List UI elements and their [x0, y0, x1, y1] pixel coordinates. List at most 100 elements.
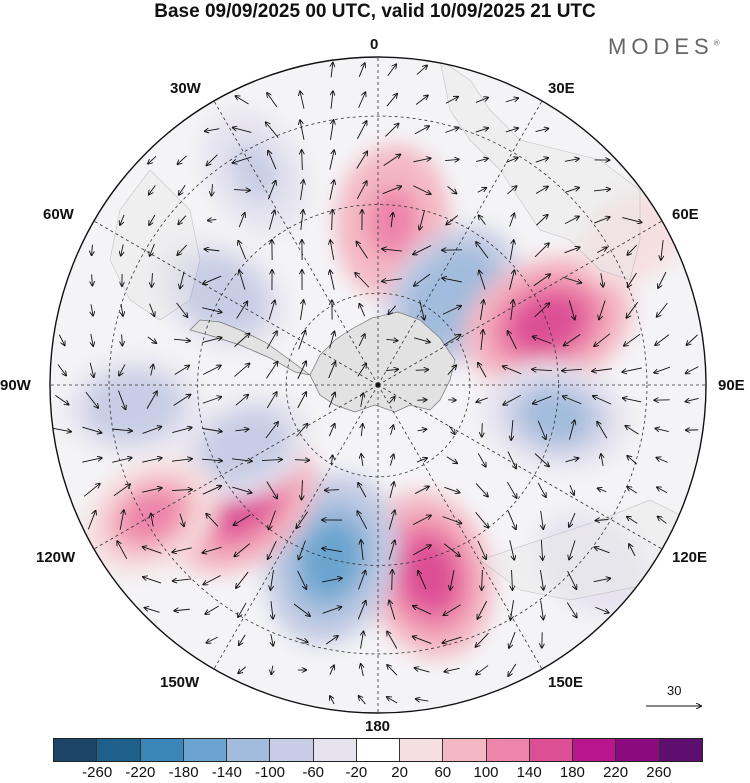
- wind-vector: [569, 512, 576, 527]
- wind-vector: [299, 540, 306, 560]
- wind-vector: [686, 366, 699, 374]
- wind-vector: [268, 540, 277, 559]
- wind-vector: [479, 300, 483, 320]
- wind-vector: [507, 510, 516, 529]
- wind-vector: [149, 303, 155, 316]
- parallel-circle: [285, 292, 471, 478]
- wind-vector: [358, 483, 367, 498]
- colorbar-bin: [97, 739, 141, 761]
- wind-vector: [358, 571, 366, 590]
- wind-vector: [92, 244, 93, 256]
- wind-vector: [238, 213, 245, 228]
- wind-vector: [482, 569, 483, 590]
- wind-vector: [594, 217, 610, 224]
- wind-vector: [534, 453, 549, 467]
- parallel-circle: [197, 204, 559, 566]
- wind-vector: [202, 338, 221, 343]
- anomaly-contour: [102, 384, 164, 429]
- wind-vector: [413, 185, 430, 194]
- wind-vector: [329, 180, 334, 200]
- wind-vector: [330, 240, 335, 260]
- wind-vector: [627, 487, 638, 494]
- wind-vector: [476, 632, 489, 647]
- wind-vector: [202, 397, 221, 404]
- wind-vector: [387, 665, 398, 676]
- wind-vector: [382, 186, 402, 195]
- wind-vector: [358, 92, 366, 108]
- wind-vector: [596, 520, 609, 521]
- wind-vector: [238, 241, 247, 260]
- wind-vector: [356, 151, 367, 169]
- wind-vector: [389, 600, 396, 620]
- wind-vector: [177, 244, 188, 255]
- wind-vector: [414, 486, 429, 494]
- wind-vector: [442, 636, 462, 643]
- wind-vector: [506, 158, 518, 163]
- wind-vector: [536, 215, 547, 226]
- wind-vector: [413, 158, 430, 163]
- wind-vector: [482, 423, 483, 436]
- wind-vector: [592, 369, 612, 372]
- wind-vector: [91, 333, 93, 346]
- wind-vector: [179, 184, 186, 195]
- wind-vector: [118, 390, 125, 410]
- wind-vector: [654, 366, 671, 373]
- wind-vector: [232, 486, 251, 493]
- wind-vector: [511, 420, 513, 440]
- colorbar-bin: [486, 739, 530, 761]
- colorbar-bin: [659, 739, 702, 761]
- wind-vector: [388, 510, 395, 530]
- wind-vector: [445, 127, 458, 133]
- wind-vector: [239, 634, 246, 645]
- reference-vector-label: 30: [667, 683, 682, 698]
- colorbar-tick-label: 20: [391, 764, 408, 781]
- wind-vector: [448, 425, 455, 434]
- wind-vector: [85, 391, 98, 408]
- wind-vector: [508, 331, 517, 350]
- wind-vector: [510, 600, 515, 620]
- wind-vector: [234, 543, 250, 557]
- wind-vector: [143, 547, 162, 554]
- wind-vector: [535, 158, 549, 163]
- colorbar-bin: [400, 739, 444, 761]
- lon-label-30e: 30E: [548, 80, 575, 97]
- wind-vector: [356, 242, 368, 259]
- wind-vector: [508, 663, 517, 676]
- wind-vector: [418, 571, 427, 590]
- wind-vector: [270, 570, 274, 590]
- wind-vector: [122, 334, 123, 345]
- wind-vector: [475, 98, 488, 103]
- wind-vector: [332, 210, 333, 231]
- wind-vector: [593, 396, 612, 405]
- graticule: [50, 57, 706, 713]
- wind-vector: [330, 696, 335, 705]
- wind-vector: [413, 337, 430, 342]
- wind-vector: [541, 510, 544, 529]
- wind-vector: [512, 569, 513, 590]
- wind-vector: [112, 458, 131, 463]
- wind-vector: [442, 516, 462, 524]
- wind-vector: [541, 539, 542, 560]
- wind-vector: [203, 575, 221, 584]
- wind-vector: [387, 697, 398, 704]
- wind-vector: [593, 578, 611, 583]
- wind-vector: [358, 63, 365, 77]
- wind-vector: [55, 394, 68, 404]
- wind-vector: [300, 91, 305, 109]
- wind-vector: [355, 273, 370, 288]
- wind-vector: [478, 363, 487, 378]
- wind-vector: [391, 213, 393, 228]
- wind-vector: [266, 392, 276, 409]
- wind-vector: [142, 427, 162, 434]
- wind-vector: [390, 454, 393, 466]
- wind-vector: [266, 122, 279, 139]
- wind-vector: [385, 124, 398, 137]
- wind-vector: [597, 422, 608, 439]
- wind-vector: [628, 272, 637, 287]
- wind-vector: [534, 303, 550, 318]
- wind-vector: [301, 210, 303, 230]
- wind-vector: [419, 300, 425, 319]
- wind-vector: [509, 540, 515, 559]
- wind-vector: [152, 273, 153, 287]
- wind-vector: [566, 602, 576, 618]
